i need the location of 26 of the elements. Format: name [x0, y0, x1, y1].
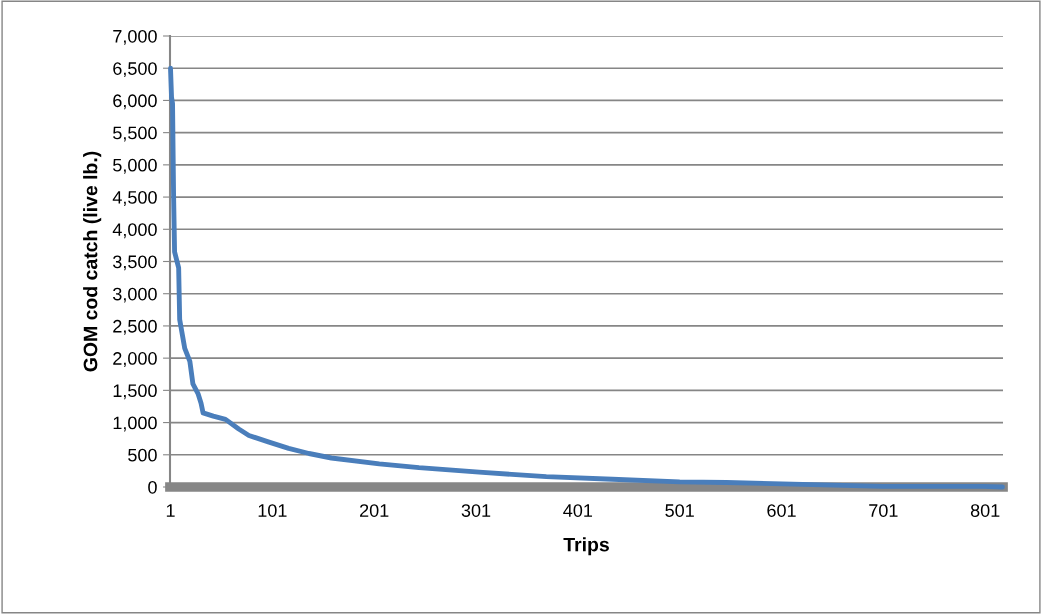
y-tick-label: 4,000 — [112, 223, 157, 239]
y-tick-label: 500 — [128, 448, 157, 462]
y-tick-label: 7,000 — [113, 29, 157, 45]
x-tick-label: 201 — [360, 504, 389, 517]
y-tick-label: 6,500 — [113, 62, 157, 78]
x-tick-label: 101 — [258, 504, 287, 517]
y-tick-label: 5,000 — [113, 158, 157, 174]
y-tick-label: 2,500 — [113, 319, 157, 335]
x-axis-title: Trips — [563, 537, 609, 556]
y-tick-label: 6,000 — [113, 94, 157, 110]
y-tick-label: 4,500 — [112, 191, 157, 206]
x-tick-label: 501 — [665, 504, 694, 517]
x-tick-label: 401 — [563, 504, 593, 517]
y-tick-label: 0 — [148, 480, 157, 494]
y-tick-label: 1,000 — [113, 416, 157, 432]
x-tick-label: 301 — [461, 504, 491, 517]
y-tick-label: 3,500 — [113, 255, 157, 271]
x-tick-label: 601 — [767, 504, 796, 517]
x-tick-label: 801 — [970, 504, 1000, 517]
x-tick-label: 701 — [869, 504, 898, 517]
y-axis-title: GOM cod catch (live lb.) — [83, 151, 102, 372]
x-tick-label: 1 — [166, 504, 175, 517]
y-tick-label: 5,500 — [113, 126, 157, 142]
y-tick-label: 1,500 — [113, 384, 157, 400]
y-tick-label: 3,000 — [113, 287, 157, 303]
y-tick-label: 2,000 — [113, 352, 157, 367]
